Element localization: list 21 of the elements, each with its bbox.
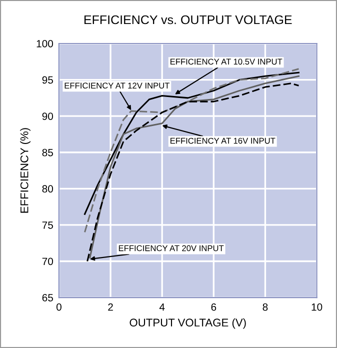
y-tick-label: 65: [42, 294, 53, 302]
annotation: EFFICIENCY AT 10.5V INPUT: [170, 58, 282, 65]
x-tick-label: 0: [56, 303, 62, 311]
x-axis-title: OUTPUT VOLTAGE (V): [130, 318, 246, 329]
x-tick-label: 2: [108, 303, 113, 311]
annotation: EFFICIENCY AT 16V INPUT: [170, 138, 276, 144]
y-tick-label: 75: [42, 222, 53, 229]
x-tick-label: 6: [211, 303, 216, 311]
x-tick-label: 8: [262, 303, 268, 311]
y-tick-label: 80: [42, 185, 54, 193]
chart-title: EFFICIENCY vs. OUTPUT VOLTAGE: [84, 15, 292, 24]
y-tick-label: 100: [36, 40, 54, 48]
x-tick-label: 10: [312, 303, 322, 311]
annotation: EFFICIENCY AT 20V INPUT: [118, 245, 224, 252]
y-tick-label: 95: [42, 76, 53, 84]
y-axis-title: EFFICIENCY (%): [20, 128, 30, 213]
y-tick-label: 85: [42, 148, 53, 156]
x-tick-label: 4: [159, 303, 165, 311]
y-tick-label: 70: [42, 258, 54, 266]
y-tick-label: 90: [42, 112, 54, 120]
annotation: EFFICIENCY AT 12V INPUT: [64, 82, 170, 89]
